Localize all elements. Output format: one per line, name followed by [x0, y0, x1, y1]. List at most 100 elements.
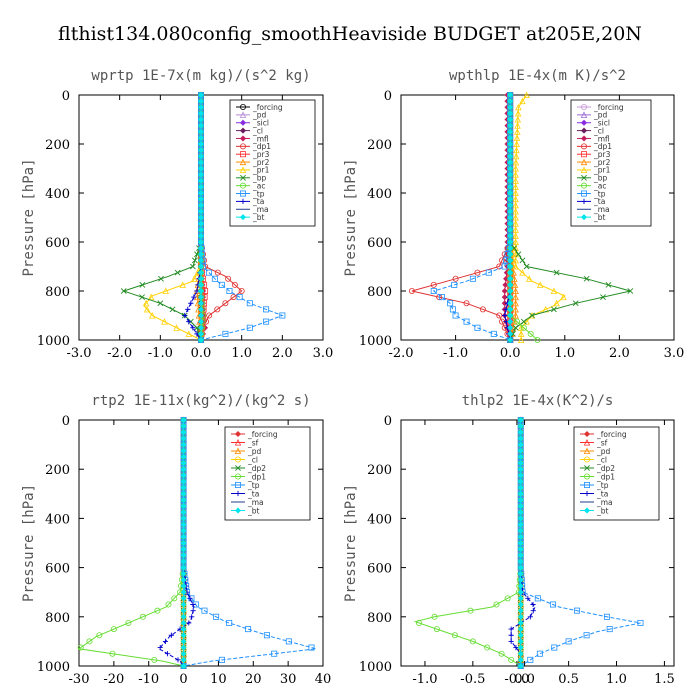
data-point: [512, 165, 519, 172]
data-point: [507, 238, 514, 246]
data-point: [502, 312, 508, 319]
data-point: [236, 294, 243, 301]
data-point: [517, 546, 524, 553]
data-point: [197, 306, 205, 313]
data-point: [507, 140, 514, 148]
data-point: [517, 453, 524, 460]
y-tick-label: 600: [367, 236, 392, 251]
data-point: [110, 626, 117, 633]
data-point: [182, 312, 188, 319]
chart-panel-1: wprtp 1E-7x(m kg)/(s^2 kg) Pressure [hPa]…: [21, 68, 333, 361]
legend-item: _cl: [580, 455, 607, 464]
data-point: [180, 503, 187, 510]
legend-marker: [239, 135, 247, 142]
y-axis-label: Pressure [hPa]: [21, 484, 37, 602]
data-point: [485, 269, 492, 276]
data-point: [231, 281, 238, 288]
series-group: [77, 416, 317, 670]
data-point: [225, 275, 232, 282]
data-point: [474, 269, 481, 276]
data-point: [157, 644, 163, 651]
data-point: [173, 324, 180, 331]
legend-item: _pr3: [236, 150, 270, 159]
data-point: [197, 153, 205, 160]
data-point: [197, 214, 205, 221]
data-point: [507, 159, 514, 166]
y-axis-label: Pressure [hPa]: [343, 484, 359, 602]
data-point: [517, 336, 525, 344]
data-point: [512, 226, 519, 233]
data-point: [517, 650, 524, 657]
data-point: [517, 601, 524, 608]
data-point: [180, 484, 187, 491]
legend-item: _cl: [577, 126, 604, 135]
legend-label: _pd: [596, 447, 611, 456]
data-point: [512, 189, 519, 197]
legend-marker: [239, 158, 247, 166]
legend-item: _pd: [231, 447, 262, 456]
data-point: [512, 195, 519, 203]
data-point: [513, 140, 520, 148]
data-point: [197, 257, 205, 264]
legend-item: _ac: [236, 181, 265, 190]
legend-label: _tp: [247, 481, 260, 490]
data-point: [285, 638, 292, 645]
legend-item: _pr1: [236, 166, 270, 175]
data-point: [143, 305, 151, 313]
legend-label: _pd: [247, 447, 262, 456]
legend-label: _pr3: [593, 150, 611, 159]
legend-marker: [581, 190, 588, 197]
data-point: [452, 275, 459, 282]
legend-item: _ta: [231, 489, 259, 498]
series-line: [411, 95, 511, 341]
x-tick-label: -0.0: [504, 672, 529, 687]
legend-marker: [239, 190, 246, 197]
legend-item: _pr2: [236, 158, 270, 167]
data-point: [185, 306, 191, 312]
data-point: [512, 263, 519, 270]
data-point: [161, 318, 168, 325]
data-point: [517, 515, 524, 522]
legend-label: _sf: [247, 438, 259, 447]
data-point: [197, 312, 205, 319]
data-point: [463, 318, 470, 325]
data-point: [514, 128, 521, 135]
data-point: [230, 294, 237, 301]
data-point: [263, 318, 270, 325]
legend-marker: [580, 166, 588, 173]
legend-label: _dp1: [252, 142, 271, 151]
series-line: [515, 94, 566, 340]
data-point: [191, 294, 197, 300]
data-point: [197, 232, 205, 239]
data-point: [180, 638, 187, 645]
data-point: [154, 607, 161, 614]
data-point: [197, 189, 205, 197]
x-tick-label: -2.0: [388, 346, 413, 361]
data-point: [504, 595, 511, 602]
data-point: [180, 656, 187, 663]
y-tick-label: 200: [45, 138, 70, 153]
data-point: [214, 306, 221, 313]
data-point: [180, 521, 187, 528]
legend-item: _ma: [236, 205, 269, 214]
legend: _forcing_pd_sicl_cl_mfl_dp1_pr3_pr2_pr1_…: [570, 99, 652, 227]
chart-panel-4: thlp2 1E-4x(K^2)/s Pressure [hPa] 0 200 400 6…: [343, 393, 675, 687]
data-point: [213, 613, 220, 620]
x-tick-label: -1.0: [148, 346, 173, 361]
legend-marker: [584, 473, 591, 480]
data-point: [512, 293, 519, 301]
data-point: [180, 589, 187, 596]
y-tick-label: 600: [45, 236, 70, 251]
legend-label: _pr2: [593, 158, 611, 167]
data-point: [517, 576, 524, 583]
data-point: [507, 257, 514, 264]
data-point: [507, 220, 514, 227]
legend-item: _ma: [580, 498, 613, 507]
series-group: [413, 416, 644, 670]
data-point: [180, 509, 187, 516]
data-point: [139, 294, 145, 301]
legend-label: _ma: [247, 498, 264, 507]
series-bt: [507, 91, 514, 344]
data-point: [467, 607, 474, 614]
data-point: [583, 275, 590, 282]
